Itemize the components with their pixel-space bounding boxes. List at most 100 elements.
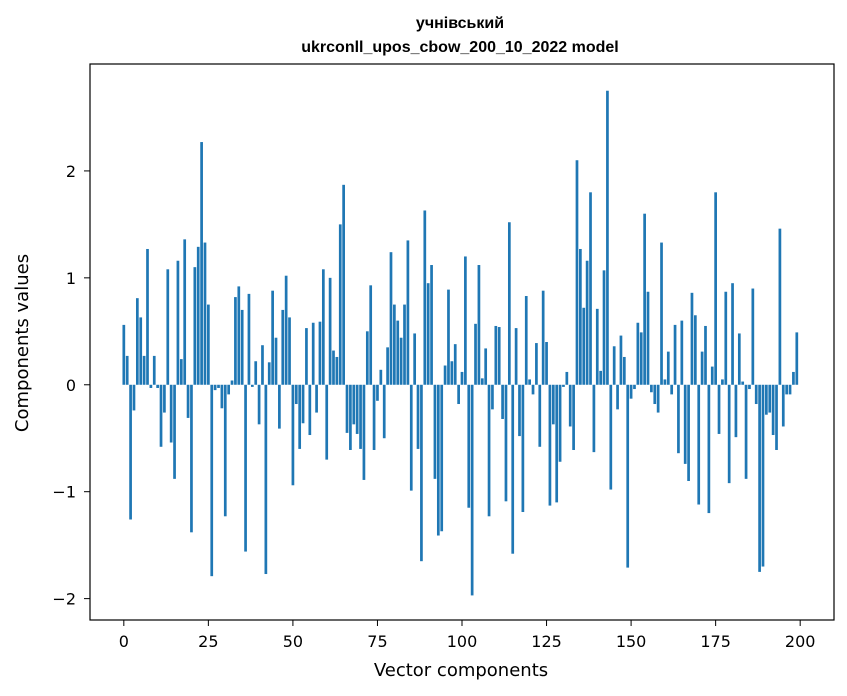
bar bbox=[146, 248, 149, 385]
bar bbox=[409, 384, 413, 491]
bar bbox=[386, 347, 389, 385]
bar bbox=[612, 346, 616, 385]
bar bbox=[183, 239, 187, 385]
bar bbox=[619, 335, 623, 385]
bar bbox=[298, 384, 302, 449]
bar bbox=[690, 292, 694, 385]
bar bbox=[646, 291, 650, 385]
x-axis-label: Vector components bbox=[374, 660, 548, 681]
bar bbox=[768, 384, 772, 413]
bar bbox=[159, 384, 163, 447]
bar bbox=[288, 317, 291, 385]
bar bbox=[325, 384, 329, 460]
bar bbox=[673, 324, 677, 385]
bar bbox=[592, 384, 596, 453]
y-tick-label: 1 bbox=[66, 269, 76, 288]
bar bbox=[514, 328, 518, 385]
bar bbox=[656, 384, 660, 413]
x-tick-label: 200 bbox=[785, 632, 816, 651]
bar bbox=[666, 351, 670, 385]
bar bbox=[125, 355, 129, 385]
bar bbox=[440, 384, 444, 532]
bar bbox=[521, 384, 525, 513]
bar bbox=[321, 269, 325, 385]
bar bbox=[247, 293, 251, 385]
bar bbox=[551, 384, 555, 425]
bar bbox=[639, 332, 643, 385]
bar bbox=[555, 384, 559, 503]
bar bbox=[518, 384, 521, 437]
bar bbox=[683, 384, 687, 464]
bar bbox=[467, 384, 471, 508]
bar bbox=[278, 384, 281, 429]
bar bbox=[474, 323, 477, 385]
bar bbox=[254, 361, 258, 385]
plot-frame bbox=[89, 63, 835, 621]
bar bbox=[179, 359, 183, 385]
bar bbox=[748, 384, 751, 390]
bar bbox=[579, 248, 582, 385]
bar bbox=[349, 384, 352, 450]
bar bbox=[457, 384, 460, 405]
bar bbox=[217, 384, 220, 388]
bar bbox=[416, 384, 420, 449]
bar bbox=[389, 252, 393, 385]
bar bbox=[365, 331, 369, 385]
bar bbox=[487, 384, 491, 517]
bar bbox=[142, 355, 146, 385]
bar bbox=[531, 384, 535, 395]
bar bbox=[139, 317, 143, 385]
bar bbox=[372, 384, 376, 450]
bar bbox=[595, 308, 599, 385]
bar bbox=[420, 384, 423, 562]
bar bbox=[491, 384, 494, 410]
x-tick-label: 100 bbox=[447, 632, 478, 651]
bar bbox=[369, 285, 373, 385]
bar bbox=[443, 365, 447, 385]
bar bbox=[163, 384, 166, 413]
bar bbox=[528, 379, 531, 385]
bar bbox=[166, 269, 170, 385]
bar bbox=[210, 384, 214, 577]
bar bbox=[352, 384, 356, 425]
bar bbox=[734, 384, 738, 438]
bar bbox=[572, 384, 575, 450]
bar bbox=[447, 289, 450, 385]
bar bbox=[606, 90, 609, 385]
bar bbox=[704, 325, 707, 385]
bar bbox=[267, 362, 271, 385]
bar bbox=[436, 384, 440, 536]
bar bbox=[687, 384, 690, 481]
bar bbox=[484, 348, 488, 385]
bar bbox=[727, 384, 731, 484]
bar bbox=[599, 370, 603, 385]
bar bbox=[765, 384, 768, 415]
bar bbox=[538, 384, 542, 447]
bar bbox=[281, 309, 285, 385]
bar bbox=[186, 384, 190, 418]
bar bbox=[200, 142, 203, 385]
bar bbox=[230, 380, 234, 385]
bar bbox=[562, 384, 565, 387]
bar bbox=[176, 260, 180, 385]
bar bbox=[511, 384, 515, 554]
bar bbox=[504, 384, 508, 502]
bar bbox=[244, 384, 247, 552]
bar bbox=[507, 222, 511, 385]
bar bbox=[203, 242, 207, 385]
bar bbox=[744, 384, 748, 479]
bar bbox=[741, 381, 745, 385]
bar bbox=[724, 291, 728, 385]
bar bbox=[636, 322, 640, 385]
bar bbox=[778, 228, 782, 385]
bar bbox=[355, 384, 359, 434]
bar bbox=[717, 384, 721, 434]
bar bbox=[382, 384, 386, 439]
bar bbox=[535, 343, 538, 385]
bar bbox=[714, 192, 717, 385]
bar bbox=[237, 286, 241, 385]
bar bbox=[132, 384, 136, 411]
x-tick-label: 150 bbox=[616, 632, 647, 651]
bar bbox=[234, 297, 237, 385]
bar bbox=[629, 384, 633, 399]
